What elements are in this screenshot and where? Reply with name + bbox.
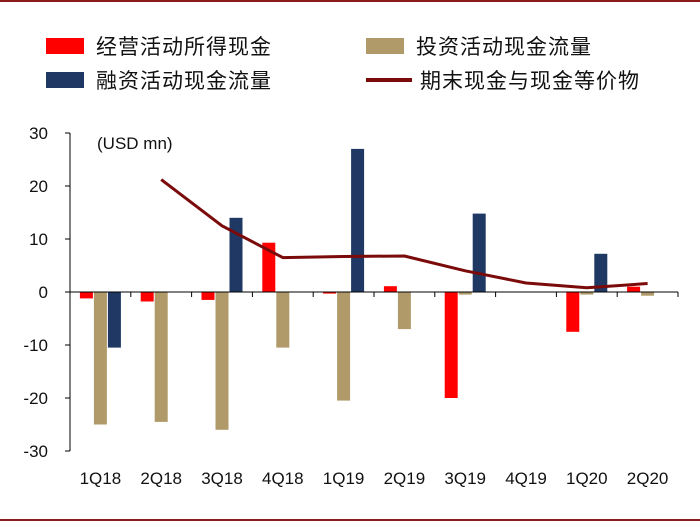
bottom-border	[0, 519, 700, 521]
line-layer	[160, 178, 648, 290]
unit-label: (USD mn)	[97, 134, 173, 153]
x-tick-label: 3Q18	[201, 469, 243, 488]
chart-legend: 经营活动所得现金 投资活动现金流量 融资活动现金流量 期末现金与现金等价物	[0, 0, 700, 110]
legend-swatch-financing	[46, 72, 84, 88]
y-tick-label: 10	[29, 230, 48, 249]
bar-financing-3Q18	[229, 217, 243, 292]
x-tick-label: 1Q18	[80, 469, 122, 488]
bar-investing-1Q19	[337, 292, 351, 401]
legend-swatch-investing	[366, 38, 404, 54]
bar-operating-3Q19	[444, 292, 458, 398]
x-tick-label: 3Q19	[444, 469, 486, 488]
bar-investing-3Q18	[215, 292, 229, 430]
axes-layer: 30 20 10 0 -10 -20 -30 1Q18 2Q18 3Q18 4Q18 1Q19 2Q19…	[23, 124, 679, 488]
bar-operating-1Q20	[566, 292, 580, 332]
bar-investing-3Q19	[458, 292, 472, 295]
top-border	[0, 0, 700, 2]
line-ending-cash	[160, 178, 648, 290]
legend-label-investing: 投资活动现金流量	[416, 35, 592, 59]
bar-investing-2Q20	[641, 292, 655, 296]
bar-financing-3Q19	[472, 213, 486, 292]
y-tick-label: -20	[23, 389, 48, 408]
bar-operating-1Q18	[79, 292, 93, 299]
bar-investing-1Q20	[580, 292, 594, 295]
legend-item-investing: 投资活动现金流量	[366, 34, 592, 59]
bar-operating-1Q19	[323, 292, 337, 294]
bar-operating-2Q19	[383, 286, 397, 292]
y-tick-label: -30	[23, 442, 48, 461]
y-tick-label: -10	[23, 336, 48, 355]
x-tick-label: 2Q19	[384, 469, 426, 488]
bar-investing-2Q18	[154, 292, 168, 422]
y-tick-label: 0	[39, 283, 48, 302]
x-tick-label: 1Q20	[566, 469, 608, 488]
y-tick-label: 30	[29, 124, 48, 143]
legend-item-financing: 融资活动现金流量	[46, 68, 272, 93]
bar-financing-1Q20	[594, 253, 608, 292]
x-tick-label: 2Q20	[627, 469, 669, 488]
bar-operating-4Q18	[262, 242, 276, 292]
bar-operating-3Q18	[201, 292, 215, 300]
y-tick-label: 20	[29, 177, 48, 196]
legend-item-operating: 经营活动所得现金	[46, 34, 272, 59]
x-tick-label: 4Q18	[262, 469, 304, 488]
legend-line-ending-cash	[366, 78, 412, 82]
legend-item-ending-cash: 期末现金与现金等价物	[366, 68, 640, 93]
x-tick-label: 4Q19	[505, 469, 547, 488]
x-tick-label: 2Q18	[140, 469, 182, 488]
bar-investing-4Q18	[276, 292, 290, 348]
x-tick-label: 1Q19	[323, 469, 365, 488]
bar-operating-2Q20	[627, 286, 641, 292]
legend-label-financing: 融资活动现金流量	[96, 69, 272, 93]
bar-operating-2Q18	[140, 292, 154, 302]
bars-layer	[79, 148, 655, 430]
bar-investing-2Q19	[397, 292, 411, 330]
bar-investing-1Q18	[93, 292, 107, 425]
bar-financing-1Q18	[107, 292, 121, 348]
legend-swatch-operating	[46, 38, 84, 54]
legend-label-operating: 经营活动所得现金	[96, 35, 272, 59]
legend-label-ending-cash: 期末现金与现金等价物	[420, 69, 640, 93]
bar-financing-1Q19	[351, 148, 365, 292]
